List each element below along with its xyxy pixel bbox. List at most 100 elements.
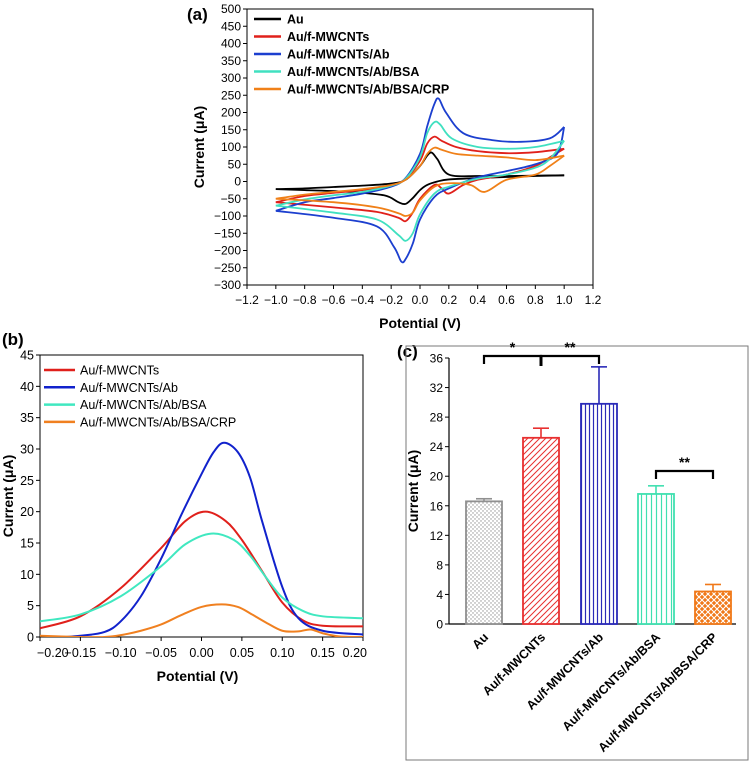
legend-label-a-3: Au/f-MWCNTs/Ab/BSA [287,65,419,79]
cv-curve-forward-1 [275,135,565,204]
x-tick-label-a: 0.4 [469,293,486,307]
legend-label-a-4: Au/f-MWCNTs/Ab/BSA/CRP [287,83,449,97]
panel-a-cv-chart: (a) −300 −250 −200 −150 −100 −50 0 50 100 150 200 25… [187,2,602,331]
y-tick-label-a: 400 [221,37,241,51]
y-tick-label-a: 250 [221,88,241,102]
y-tick-label-c: 8 [436,558,443,572]
x-tick-label-a: 0.2 [440,293,457,307]
y-tick-label-a: 50 [228,157,242,171]
y-tick-label-a: −200 [214,244,241,258]
y-tick-label-a: −300 [214,278,241,292]
significance-bracket-2 [654,469,715,479]
dpv-curve-3 [40,603,363,637]
y-axis-title-c: Current (μA) [405,450,421,532]
y-tick-label-c: 24 [430,440,444,454]
significance-label-1: ** [565,339,576,355]
significance-label-0: * [510,339,516,355]
y-tick-label-a: 450 [221,19,241,33]
y-tick-label-b: 40 [20,380,34,394]
y-tick-label-a: −100 [214,209,241,223]
legend-label-b-3: Au/f-MWCNTs/Ab/BSA/CRP [80,415,236,429]
y-tick-label-c: 32 [430,381,444,395]
bar-1 [522,436,560,625]
x-axis-title-a: Potential (V) [379,315,461,331]
x-tick-label-b: 0.20 [343,646,367,660]
y-tick-label-a: −150 [214,226,241,240]
y-tick-label-c: 4 [436,588,443,602]
x-tick-label-b: −0.15 [65,646,97,660]
panel-label-a: (a) [187,5,208,24]
panel-c-border [405,345,749,761]
x-tick-label-a: −0.8 [293,293,317,307]
bar-4 [694,590,732,625]
x-axis-title-b: Potential (V) [157,668,239,684]
panel-c-bar-chart: (c) 0 4 8 12 16 20 24 28 32 36 Current (μA) Au Au/f-M… [397,339,749,761]
x-tick-label-a: −0.6 [322,293,346,307]
y-tick-label-a: 150 [221,123,241,137]
cv-curve-forward-3 [275,120,565,207]
x-tick-label-b: −0.10 [105,646,137,660]
y-tick-label-a: −50 [221,192,242,206]
x-tick-label-a: 0.8 [527,293,544,307]
significance-label-2: ** [679,454,690,470]
y-axis-title-b: Current (μA) [0,455,16,537]
legend-label-a-2: Au/f-MWCNTs/Ab [287,48,390,62]
y-tick-label-b: 30 [20,443,34,457]
dpv-curve-0 [40,510,363,630]
y-tick-label-b: 15 [20,537,34,551]
category-label-3: Au/f-MWCNTs/Ab/BSA [560,630,664,734]
y-tick-label-c: 12 [430,529,444,543]
significance-bracket-0 [482,354,543,364]
x-tick-label-b: −0.05 [145,646,177,660]
y-tick-label-b: 5 [27,599,34,613]
y-tick-label-b: 10 [20,568,34,582]
x-tick-label-a: 1.2 [585,293,602,307]
y-tick-label-c: 16 [430,499,444,513]
x-tick-label-a: −0.4 [350,293,374,307]
x-tick-label-a: −0.2 [379,293,403,307]
dpv-curve-2 [40,532,363,623]
x-tick-label-a: 0.0 [412,293,429,307]
cv-curve-forward-2 [275,97,565,212]
y-tick-label-c: 28 [430,411,444,425]
y-tick-label-b: 35 [20,411,34,425]
legend-label-a-1: Au/f-MWCNTs [287,30,369,44]
y-tick-label-b: 0 [27,631,34,645]
panel-label-b: (b) [2,330,24,349]
y-tick-label-a: 100 [221,140,241,154]
legend-label-a-0: Au [287,13,304,27]
y-tick-label-b: 20 [20,505,34,519]
x-tick-label-b: 0.00 [189,646,213,660]
cv-curve-reverse-2 [275,126,566,264]
dpv-curve-1 [52,441,363,637]
legend-label-b-2: Au/f-MWCNTs/Ab/BSA [80,398,207,412]
bar-0 [465,500,503,625]
y-tick-label-b: 45 [20,349,34,363]
legend-label-b-1: Au/f-MWCNTs/Ab [80,381,178,395]
significance-bracket-1 [539,354,601,364]
x-tick-label-a: −1.0 [264,293,288,307]
x-tick-label-b: 0.15 [310,646,334,660]
y-tick-label-a: 500 [221,2,241,16]
category-label-0: Au [469,630,491,652]
y-tick-label-a: 350 [221,54,241,68]
y-tick-label-a: 200 [221,106,241,120]
x-tick-label-b: 0.05 [230,646,254,660]
y-tick-label-c: 20 [430,470,444,484]
x-tick-label-a: 0.6 [498,293,515,307]
y-tick-label-c: 0 [436,618,443,632]
y-tick-label-a: −250 [214,261,241,275]
x-tick-label-b: 0.10 [270,646,294,660]
y-tick-label-a: 300 [221,71,241,85]
panel-b-dpv-chart: (b) 0 5 10 15 20 25 30 35 40 45 −0.20−0.15 −0.10 −0.0… [0,330,367,684]
bar-3 [637,493,675,625]
y-tick-label-c: 36 [430,352,444,366]
y-tick-label-a: 0 [234,175,241,189]
panel-label-c: (c) [397,342,418,361]
cv-curve-reverse-3 [275,140,565,242]
y-axis-title-a: Current (μA) [191,106,207,188]
y-tick-label-b: 25 [20,474,34,488]
x-tick-label-a: 1.0 [556,293,573,307]
bar-2 [580,402,618,625]
